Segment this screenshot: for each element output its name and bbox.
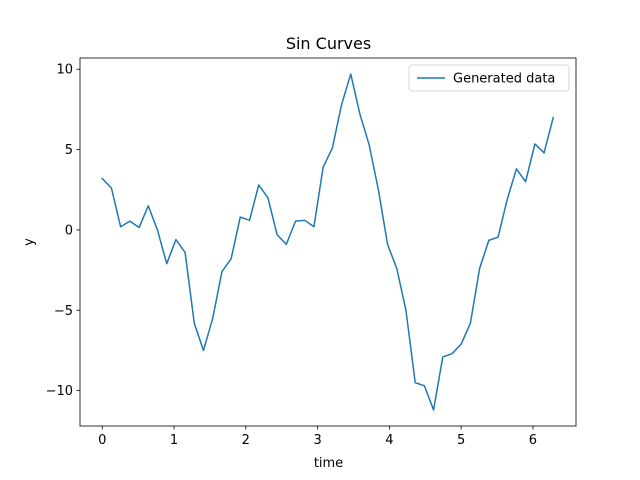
x-tick-label: 4	[385, 433, 393, 448]
x-tick-label: 5	[457, 433, 465, 448]
x-tick-label: 3	[313, 433, 321, 448]
x-axis-label: time	[314, 456, 343, 471]
x-tick-label: 1	[170, 433, 178, 448]
legend-label: Generated data	[453, 72, 555, 87]
axes-frame	[79, 57, 577, 427]
x-tick-label: 0	[98, 433, 106, 448]
y-tick-label: −10	[46, 384, 73, 399]
y-tick-label: 0	[65, 223, 73, 238]
y-tick-label: 5	[65, 143, 73, 158]
y-axis-label: y	[22, 238, 37, 246]
plot-area: 0 1 2 3 4 5 6 −10 −5 0 5 10 Generated data	[46, 57, 577, 448]
y-tick-label: 10	[56, 63, 73, 78]
x-tick-label: 6	[529, 433, 537, 448]
legend-box	[408, 64, 570, 92]
x-tick-label: 2	[242, 433, 250, 448]
series-line-0	[101, 73, 555, 411]
chart-title: Sin Curves	[286, 34, 371, 53]
y-tick-label: −5	[54, 304, 73, 319]
